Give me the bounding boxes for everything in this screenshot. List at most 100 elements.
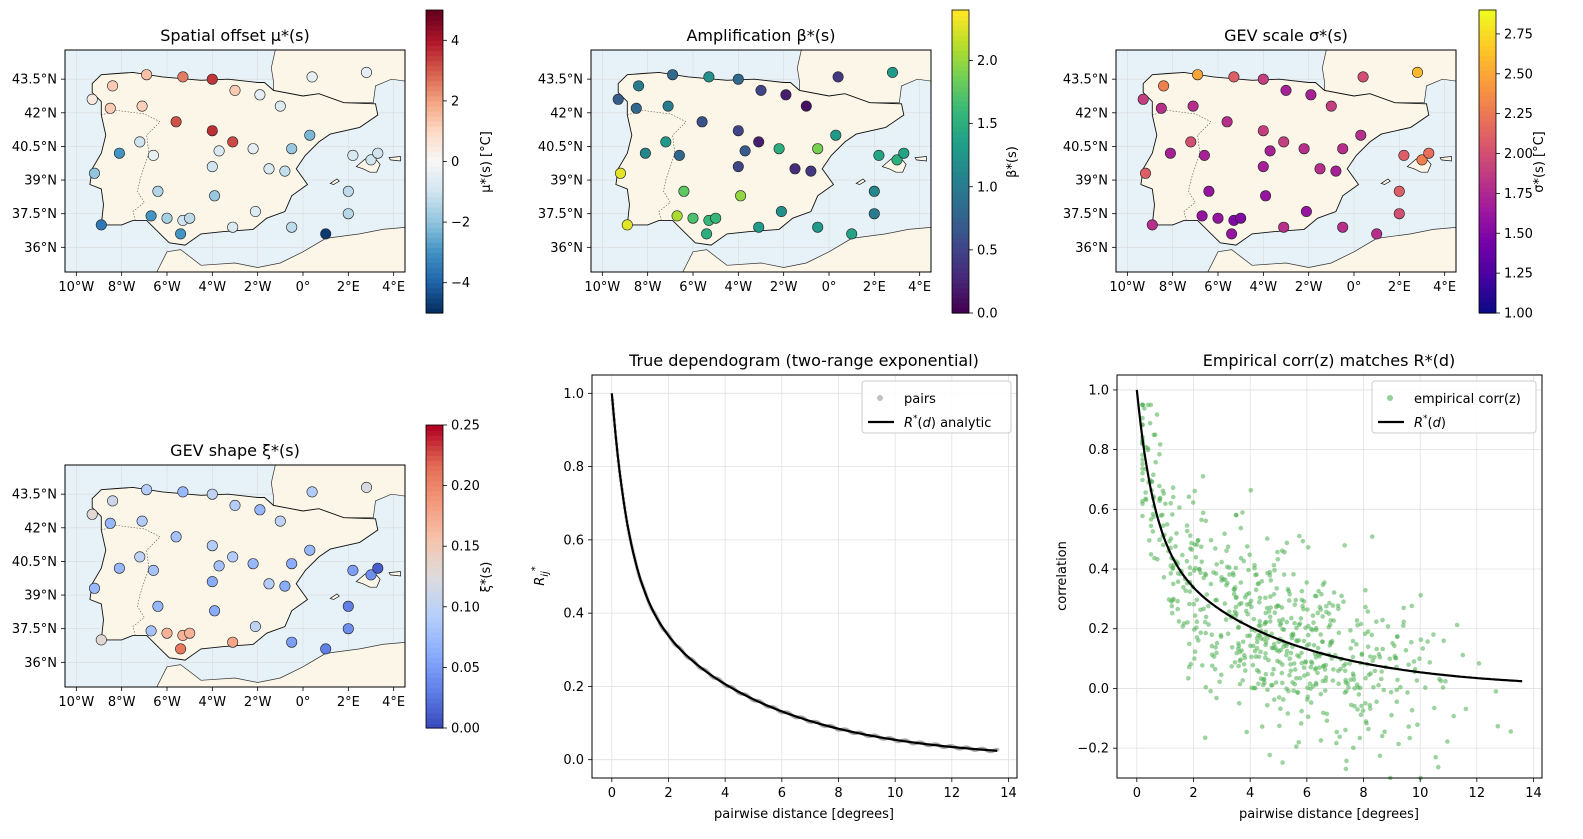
empirical-point	[1334, 729, 1339, 735]
empirical-point	[1240, 510, 1245, 515]
colorbar-segment	[426, 586, 443, 593]
x-tick-label: 0	[608, 786, 616, 801]
empirical-point	[1276, 618, 1282, 623]
empirical-point	[1374, 699, 1379, 704]
colorbar-gradient	[425, 424, 444, 729]
station-marker	[170, 116, 182, 128]
empirical-point	[1263, 651, 1268, 656]
station-marker	[614, 167, 626, 179]
empirical-point	[1166, 597, 1172, 602]
empirical-point	[1300, 603, 1305, 609]
colorbar-tick-label: −2	[451, 216, 470, 231]
empirical-point	[1253, 572, 1258, 578]
station-marker	[306, 486, 318, 498]
empirical-point	[1330, 678, 1336, 683]
empirical-point	[1342, 668, 1348, 674]
analytic-curve	[610, 393, 998, 752]
colorbar-segment	[426, 35, 443, 41]
empirical-point	[1411, 659, 1417, 664]
colorbar-segment	[952, 126, 969, 132]
colorbar-segment	[426, 536, 443, 542]
empirical-point	[1368, 654, 1373, 659]
empirical-point	[1145, 446, 1151, 451]
station-marker	[1158, 80, 1170, 92]
station-marker	[1330, 165, 1342, 177]
map-panel-xi: GEV shape ξ*(s) 10°W 8°W 6°W 4°W 2°W 0° 2°E 4°E…	[12, 441, 406, 710]
x-tick-label: 12	[1469, 786, 1486, 801]
station-marker	[732, 73, 744, 85]
empirical-point	[1348, 628, 1353, 633]
island	[1380, 178, 1391, 185]
empirical-point	[1284, 652, 1289, 658]
station-marker	[249, 621, 261, 633]
empirical-point	[1214, 695, 1219, 701]
empirical-point	[1284, 619, 1290, 625]
colorbar-tick-label: 2	[451, 94, 459, 109]
station-marker	[775, 206, 787, 218]
colorbar-label: σ*(s) [°C]	[1532, 131, 1547, 193]
empirical-point	[1420, 646, 1426, 651]
empirical-point	[1190, 500, 1196, 505]
colorbar-segment	[952, 111, 969, 117]
empirical-point	[1334, 740, 1339, 746]
empirical-point	[1291, 661, 1297, 666]
colorbar-tick-label: 0.0	[977, 307, 998, 322]
empirical-point	[1147, 420, 1153, 426]
empirical-point	[1143, 496, 1148, 502]
empirical-point	[1187, 589, 1193, 594]
x-tick-label: 6	[1303, 786, 1311, 801]
empirical-point	[1233, 604, 1239, 610]
station-marker	[365, 154, 377, 166]
colorbar-segment	[952, 267, 969, 274]
empirical-point	[1281, 572, 1287, 577]
empirical-point	[1306, 632, 1311, 638]
colorbar-segment	[426, 546, 443, 552]
y-tick-label: 37.5°N	[1063, 207, 1108, 222]
colorbar-tick-label: 4	[451, 34, 459, 49]
station-marker	[227, 636, 239, 648]
empirical-point	[1258, 649, 1263, 655]
empirical-point	[1263, 640, 1269, 645]
colorbar-sigma: 1.00 1.25 1.50 1.75 2.00 2.25 2.50 2.75 σ*(s) […	[1478, 9, 1547, 322]
station-marker	[249, 206, 261, 218]
chart-marks	[610, 393, 1000, 754]
empirical-point	[1198, 630, 1203, 635]
empirical-point	[1265, 570, 1270, 576]
empirical-point	[1287, 656, 1293, 661]
empirical-point	[1142, 406, 1147, 411]
map-panel-sigma: GEV scale σ*(s) 10°W 8°W 6°W 4°W 2°W 0° 2°E 4°E…	[1063, 26, 1457, 295]
station-marker	[830, 129, 842, 141]
empirical-point	[1191, 601, 1197, 607]
empirical-point	[1379, 733, 1385, 739]
station-marker	[1139, 167, 1151, 179]
x-tick-label: 10°W	[1109, 280, 1145, 295]
station-marker	[1164, 147, 1176, 159]
empirical-point	[1231, 591, 1237, 597]
station-marker	[1305, 89, 1317, 101]
station-marker	[134, 551, 146, 563]
station-marker	[145, 625, 157, 637]
station-marker	[1192, 69, 1204, 81]
colorbar-segment	[426, 460, 443, 466]
empirical-point	[1327, 600, 1332, 606]
empirical-point	[1323, 688, 1328, 693]
empirical-point	[1249, 654, 1254, 660]
colorbar-segment	[426, 702, 443, 709]
station-marker	[279, 165, 291, 177]
empirical-point	[1202, 735, 1208, 741]
empirical-point	[1160, 523, 1166, 528]
panel-title: GEV scale σ*(s)	[1224, 26, 1348, 45]
station-marker	[206, 488, 218, 500]
station-marker	[227, 221, 239, 233]
empirical-point	[1246, 567, 1251, 573]
empirical-point	[1140, 477, 1145, 483]
empirical-point	[1398, 684, 1403, 690]
empirical-point	[1368, 671, 1373, 676]
empirical-point	[1432, 705, 1437, 711]
station-marker	[1235, 212, 1247, 224]
empirical-point	[1170, 512, 1175, 517]
empirical-point	[1303, 625, 1308, 631]
colorbar-segment	[426, 551, 443, 557]
empirical-point	[1366, 726, 1371, 732]
station-marker	[304, 129, 316, 141]
